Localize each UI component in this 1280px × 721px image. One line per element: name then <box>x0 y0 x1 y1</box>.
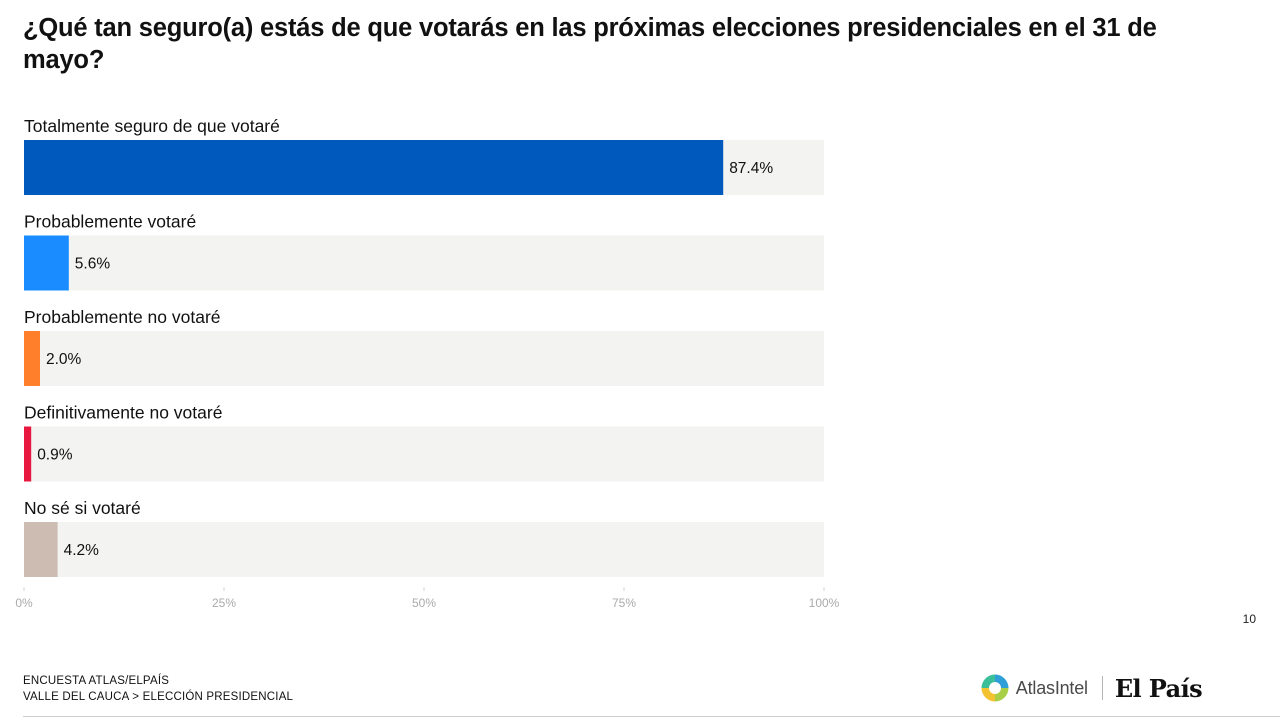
bar <box>24 522 58 577</box>
bar-track <box>24 235 824 291</box>
bar-chart: Totalmente seguro de que votaré 87.4% Prob… <box>15 116 840 610</box>
value-label: 0.9% <box>37 447 73 464</box>
value-label: 2.0% <box>46 351 82 368</box>
x-tick-label: 100% <box>809 596 840 610</box>
bottom-divider <box>23 716 1280 717</box>
chart-title: ¿Qué tan seguro(a) estás de que votarás … <box>23 14 1157 74</box>
bar <box>24 331 40 386</box>
atlasintel-logo: AtlasIntel <box>980 673 1088 703</box>
x-tick-label: 25% <box>212 596 236 610</box>
bar-track <box>24 331 824 386</box>
x-tick-label: 50% <box>412 596 436 610</box>
value-label: 4.2% <box>64 542 100 559</box>
category-label: No sé si votaré <box>24 498 141 518</box>
category-label: Totalmente seguro de que votaré <box>24 116 280 136</box>
logo-divider <box>1101 676 1103 700</box>
x-tick-label: 75% <box>612 596 636 610</box>
footer-line-region: VALLE DEL CAUCA > ELECCIÓN PRESIDENCIAL <box>23 691 294 703</box>
bar-track <box>24 522 824 577</box>
footer-source: ENCUESTA ATLAS/ELPAÍS VALLE DEL CAUCA > … <box>23 673 293 705</box>
atlasintel-mark-icon <box>981 674 1009 702</box>
x-tick-label: 0% <box>15 596 33 610</box>
value-label: 5.6% <box>75 256 111 273</box>
bar <box>24 426 32 482</box>
category-label: Probablemente no votaré <box>24 307 221 327</box>
logos: AtlasIntel El País <box>980 672 1203 704</box>
page-number: 10 <box>1242 612 1256 626</box>
bar <box>24 235 69 291</box>
bar <box>24 140 724 195</box>
atlasintel-wordmark: AtlasIntel <box>1015 677 1088 698</box>
footer-line-survey: ENCUESTA ATLAS/ELPAÍS <box>23 675 170 687</box>
value-label: 87.4% <box>729 160 773 177</box>
category-label: Definitivamente no votaré <box>24 403 222 423</box>
bar-track <box>24 426 824 482</box>
elpais-wordmark: El País <box>1114 673 1203 703</box>
category-label: Probablemente votaré <box>24 212 196 232</box>
